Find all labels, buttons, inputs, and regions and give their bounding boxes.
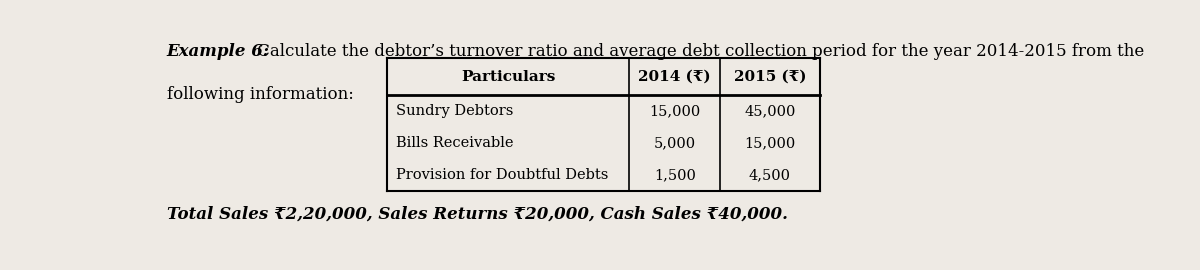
Text: Provision for Doubtful Debts: Provision for Doubtful Debts — [396, 168, 608, 182]
Text: 2014 (₹): 2014 (₹) — [638, 70, 712, 84]
Text: 4,500: 4,500 — [749, 168, 791, 182]
Text: 15,000: 15,000 — [744, 136, 796, 150]
Text: Particulars: Particulars — [461, 70, 556, 84]
Text: Total Sales ₹2,20,000, Sales Returns ₹20,000, Cash Sales ₹40,000.: Total Sales ₹2,20,000, Sales Returns ₹20… — [167, 206, 787, 223]
Text: Calculate the debtor’s turnover ratio and average debt collection period for the: Calculate the debtor’s turnover ratio an… — [252, 43, 1145, 60]
Text: 2015 (₹): 2015 (₹) — [733, 70, 806, 84]
Text: 5,000: 5,000 — [654, 136, 696, 150]
Text: Example 6:: Example 6: — [167, 43, 270, 60]
Text: 15,000: 15,000 — [649, 104, 701, 118]
Text: Sundry Debtors: Sundry Debtors — [396, 104, 514, 118]
Text: 45,000: 45,000 — [744, 104, 796, 118]
Text: Bills Receivable: Bills Receivable — [396, 136, 514, 150]
Text: 1,500: 1,500 — [654, 168, 696, 182]
Text: following information:: following information: — [167, 86, 354, 103]
